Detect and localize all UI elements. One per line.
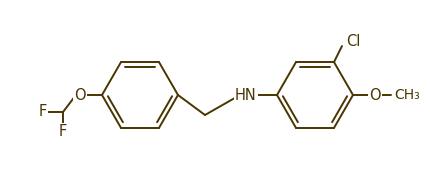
Text: HN: HN xyxy=(235,88,257,102)
Text: O: O xyxy=(74,88,86,102)
Text: Cl: Cl xyxy=(346,33,360,49)
Text: F: F xyxy=(59,125,67,139)
Text: F: F xyxy=(39,105,47,119)
Text: O: O xyxy=(369,88,381,102)
Text: CH₃: CH₃ xyxy=(394,88,420,102)
